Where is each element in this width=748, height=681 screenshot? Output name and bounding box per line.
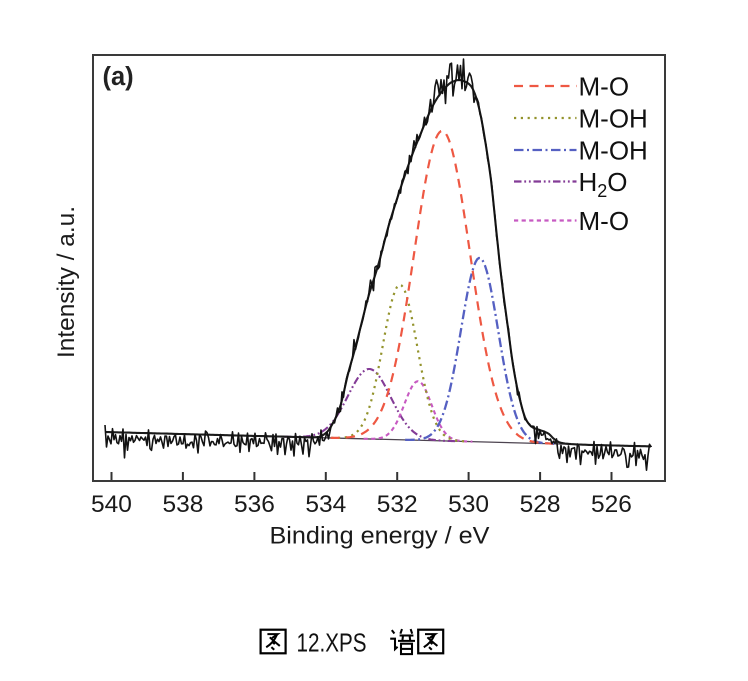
svg-text:528: 528	[520, 491, 561, 518]
svg-text:540: 540	[91, 491, 132, 518]
svg-text:M-OH: M-OH	[579, 104, 648, 134]
svg-text:M-OH: M-OH	[579, 136, 648, 166]
svg-text:M-O: M-O	[579, 72, 630, 102]
svg-text:M-O: M-O	[579, 206, 630, 236]
svg-text:530: 530	[448, 491, 489, 518]
svg-text:Intensity / a.u.: Intensity / a.u.	[53, 206, 80, 358]
svg-text:526: 526	[591, 491, 632, 518]
svg-text:532: 532	[377, 491, 418, 518]
svg-text:534: 534	[305, 491, 346, 518]
svg-text:Binding energy / eV: Binding energy / eV	[270, 523, 491, 550]
svg-text:(a): (a)	[103, 63, 134, 91]
svg-text:536: 536	[234, 491, 275, 518]
svg-text:12.XPS: 12.XPS	[297, 628, 367, 658]
svg-text:538: 538	[162, 491, 203, 518]
